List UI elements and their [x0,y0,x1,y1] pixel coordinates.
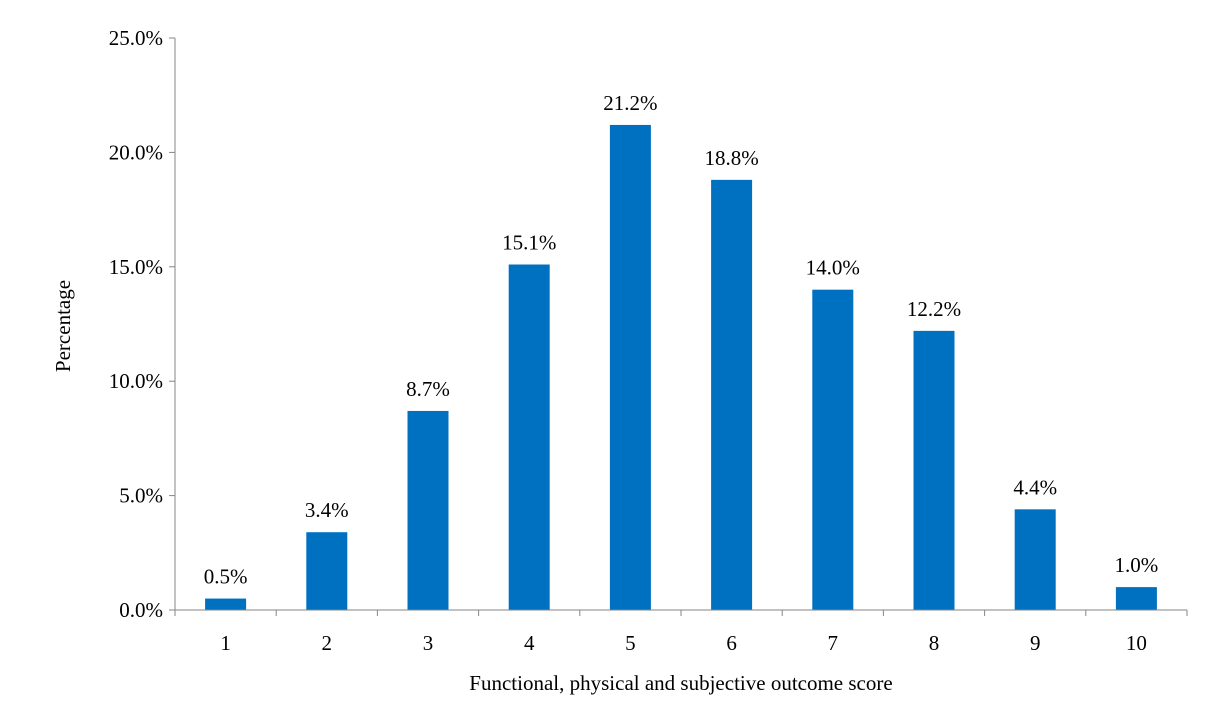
bar-8 [914,331,955,610]
data-label: 12.2% [907,297,961,321]
data-label: 4.4% [1013,475,1057,499]
data-label: 21.2% [603,91,657,115]
bar-5 [610,125,651,610]
bar-4 [509,265,550,610]
data-label: 14.0% [806,256,860,280]
data-label: 0.5% [204,565,248,589]
x-tick-label: 4 [524,631,535,655]
y-tick-label: 15.0% [109,255,163,279]
x-tick-label: 9 [1030,631,1041,655]
y-ticks-group: 0.0% 5.0% 10.0% 15.0% 20.0% 25.0% [109,26,175,622]
x-tick-label: 8 [929,631,940,655]
x-tick-label: 3 [423,631,434,655]
y-tick-label: 10.0% [109,369,163,393]
x-ticks-group: 1 2 3 4 5 6 7 8 9 10 [175,610,1187,655]
bars-group [205,125,1157,610]
x-tick-label: 7 [828,631,839,655]
data-label: 3.4% [305,498,349,522]
x-tick-label: 5 [625,631,636,655]
data-label: 8.7% [406,377,450,401]
x-tick-label: 10 [1126,631,1147,655]
bar-10 [1116,587,1157,610]
bar-9 [1015,509,1056,610]
x-tick-label: 6 [726,631,737,655]
data-label: 15.1% [502,231,556,255]
x-tick-label: 2 [322,631,333,655]
x-tick-label: 1 [220,631,231,655]
x-axis-title: Functional, physical and subjective outc… [469,671,892,695]
y-axis-title: Percentage [51,280,75,372]
bar-1 [205,599,246,610]
bar-6 [711,180,752,610]
data-label: 18.8% [704,146,758,170]
bar-3 [408,411,449,610]
y-tick-label: 0.0% [119,598,163,622]
y-tick-label: 20.0% [109,140,163,164]
y-tick-label: 25.0% [109,26,163,50]
bar-7 [812,290,853,610]
data-label: 1.0% [1115,553,1159,577]
y-tick-label: 5.0% [119,484,163,508]
bar-2 [306,532,347,610]
